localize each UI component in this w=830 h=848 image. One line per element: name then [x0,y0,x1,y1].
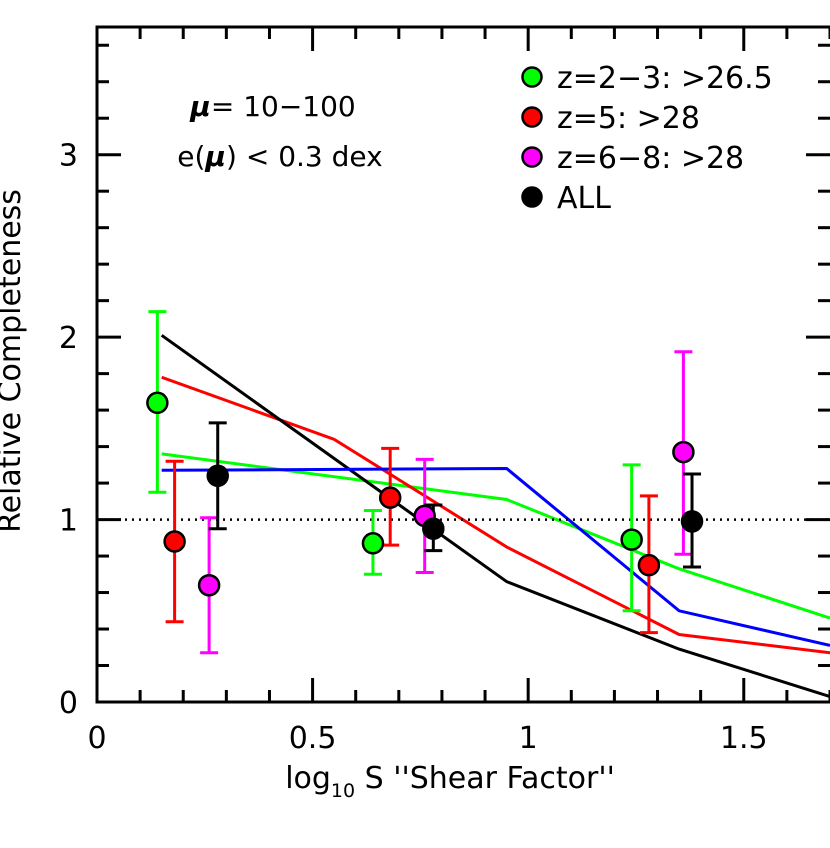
y-tick-label: 1 [59,504,78,539]
annotation-line-1: μ= 10−100 [189,90,356,123]
annotation: μ= 10−100 e(μ) < 0.3 dex [177,90,382,173]
x-tick-label: 0 [87,721,106,756]
data-point [197,573,221,597]
error-bars [148,310,702,655]
data-point [163,530,186,553]
legend-marker [521,106,543,128]
data-point [378,486,402,509]
legend-marker [521,146,543,168]
y-tick-label: 2 [59,321,78,356]
data-point [620,528,643,551]
x-tick-label: 1 [519,721,538,756]
model-curve [160,334,830,698]
y-tick-label: 3 [59,139,78,174]
axes: 0 0.5 1 1.5 0 1 2 3 [59,25,830,756]
data-point [361,532,385,555]
y-axis-label: Relative Completeness [0,189,28,533]
data-point [146,391,169,415]
x-tick-label: 1.5 [720,721,768,756]
data-point [206,464,229,488]
legend-label: ALL [557,181,611,216]
legend: z=2−3: >26.5 z=5: >28 z=6−8: >28 ALL [521,61,773,216]
annotation-line-2: e(μ) < 0.3 dex [177,140,382,173]
legend-label: z=2−3: >26.5 [557,61,773,96]
legend-label: z=5: >28 [557,101,700,136]
x-tick-label: 0.5 [289,721,337,756]
data-point [637,553,661,577]
y-tick-label: 0 [59,686,78,721]
legend-label: z=6−8: >28 [557,141,744,176]
data-point [422,517,445,540]
data-point [672,440,695,464]
plot-frame [95,25,830,704]
data-point [680,510,704,533]
model-curve [161,375,830,655]
data-points [146,391,704,597]
model-curves [160,334,830,698]
legend-marker [521,186,543,208]
x-axis-label: log10 S ''Shear Factor'' [285,761,615,802]
model-curve [161,466,830,647]
model-curve [161,452,830,620]
legend-marker [521,66,543,88]
